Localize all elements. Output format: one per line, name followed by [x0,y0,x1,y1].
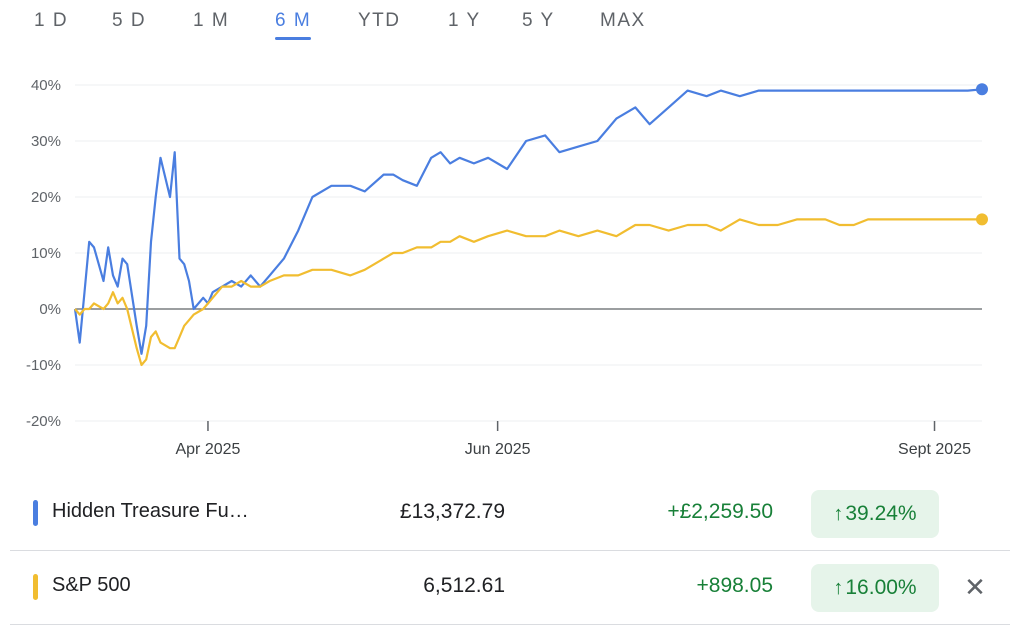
tab-1d[interactable]: 1 D [34,10,69,31]
y-tick-label: 10% [31,245,61,262]
percent-change-badge: ↑ 16.00% [811,564,939,612]
y-tick-label: -10% [26,357,61,374]
percent-change-badge: ↑ 39.24% [811,490,939,538]
x-tick-label: Jun 2025 [465,441,531,458]
series-color-swatch [33,574,38,600]
y-tick-label: 30% [31,133,61,150]
series-price: 6,512.61 [423,574,505,597]
series-end-marker-1 [976,213,988,226]
tab-5d[interactable]: 5 D [112,10,147,31]
comparison-row-fund: Hidden Treasure Fu… £13,372.79 +£2,259.5… [10,478,1010,548]
tab-max[interactable]: MAX [600,10,646,31]
tab-5y[interactable]: 5 Y [522,10,555,31]
tab-6m-label: 6 M [275,10,312,31]
chart-series [73,83,988,367]
y-axis: 40% 30% 20% 10% 0% -10% -20% [26,77,61,430]
arrow-up-icon: ↑ [833,576,844,599]
comparison-chart: 40% 30% 20% 10% 0% -10% -20% Apr 2025 Jun 2025 S… [26,77,988,458]
series-line-0 [73,88,983,355]
series-end-marker-0 [976,83,988,96]
tab-ytd[interactable]: YTD [358,10,401,31]
y-tick-label: -20% [26,413,61,430]
x-axis: Apr 2025 Jun 2025 Sept 2025 [175,421,971,458]
x-tick-label: Apr 2025 [175,441,240,458]
comparison-row-sp500: S&P 500 6,512.61 +898.05 ↑ 16.00% ✕ [10,552,1010,622]
tab-6m[interactable]: 6 M [275,10,312,40]
series-price: £13,372.79 [399,500,505,523]
row-divider [10,550,1010,551]
percent-change-value: 16.00% [845,576,917,599]
series-line-1 [74,218,982,367]
series-change: +£2,259.50 [667,500,773,523]
close-icon: ✕ [964,571,986,602]
percent-change-value: 39.24% [845,502,917,525]
tab-1m[interactable]: 1 M [193,10,230,31]
row-divider [10,624,1010,625]
series-change: +898.05 [696,574,774,597]
x-tick-label: Sept 2025 [898,441,971,458]
y-tick-label: 0% [39,301,61,318]
y-tick-label: 20% [31,189,61,206]
remove-comparison-button[interactable]: ✕ [960,572,990,602]
series-name: Hidden Treasure Fu… [52,500,249,522]
series-name: S&P 500 [52,574,131,596]
y-tick-label: 40% [31,77,61,94]
chart-grid [75,84,982,422]
tab-1y[interactable]: 1 Y [448,10,481,31]
arrow-up-icon: ↑ [833,502,844,525]
range-tabs: 1 D 5 D 1 M 6 M YTD 1 Y 5 Y MAX [0,0,700,48]
series-color-swatch [33,500,38,526]
active-tab-indicator [275,37,312,40]
